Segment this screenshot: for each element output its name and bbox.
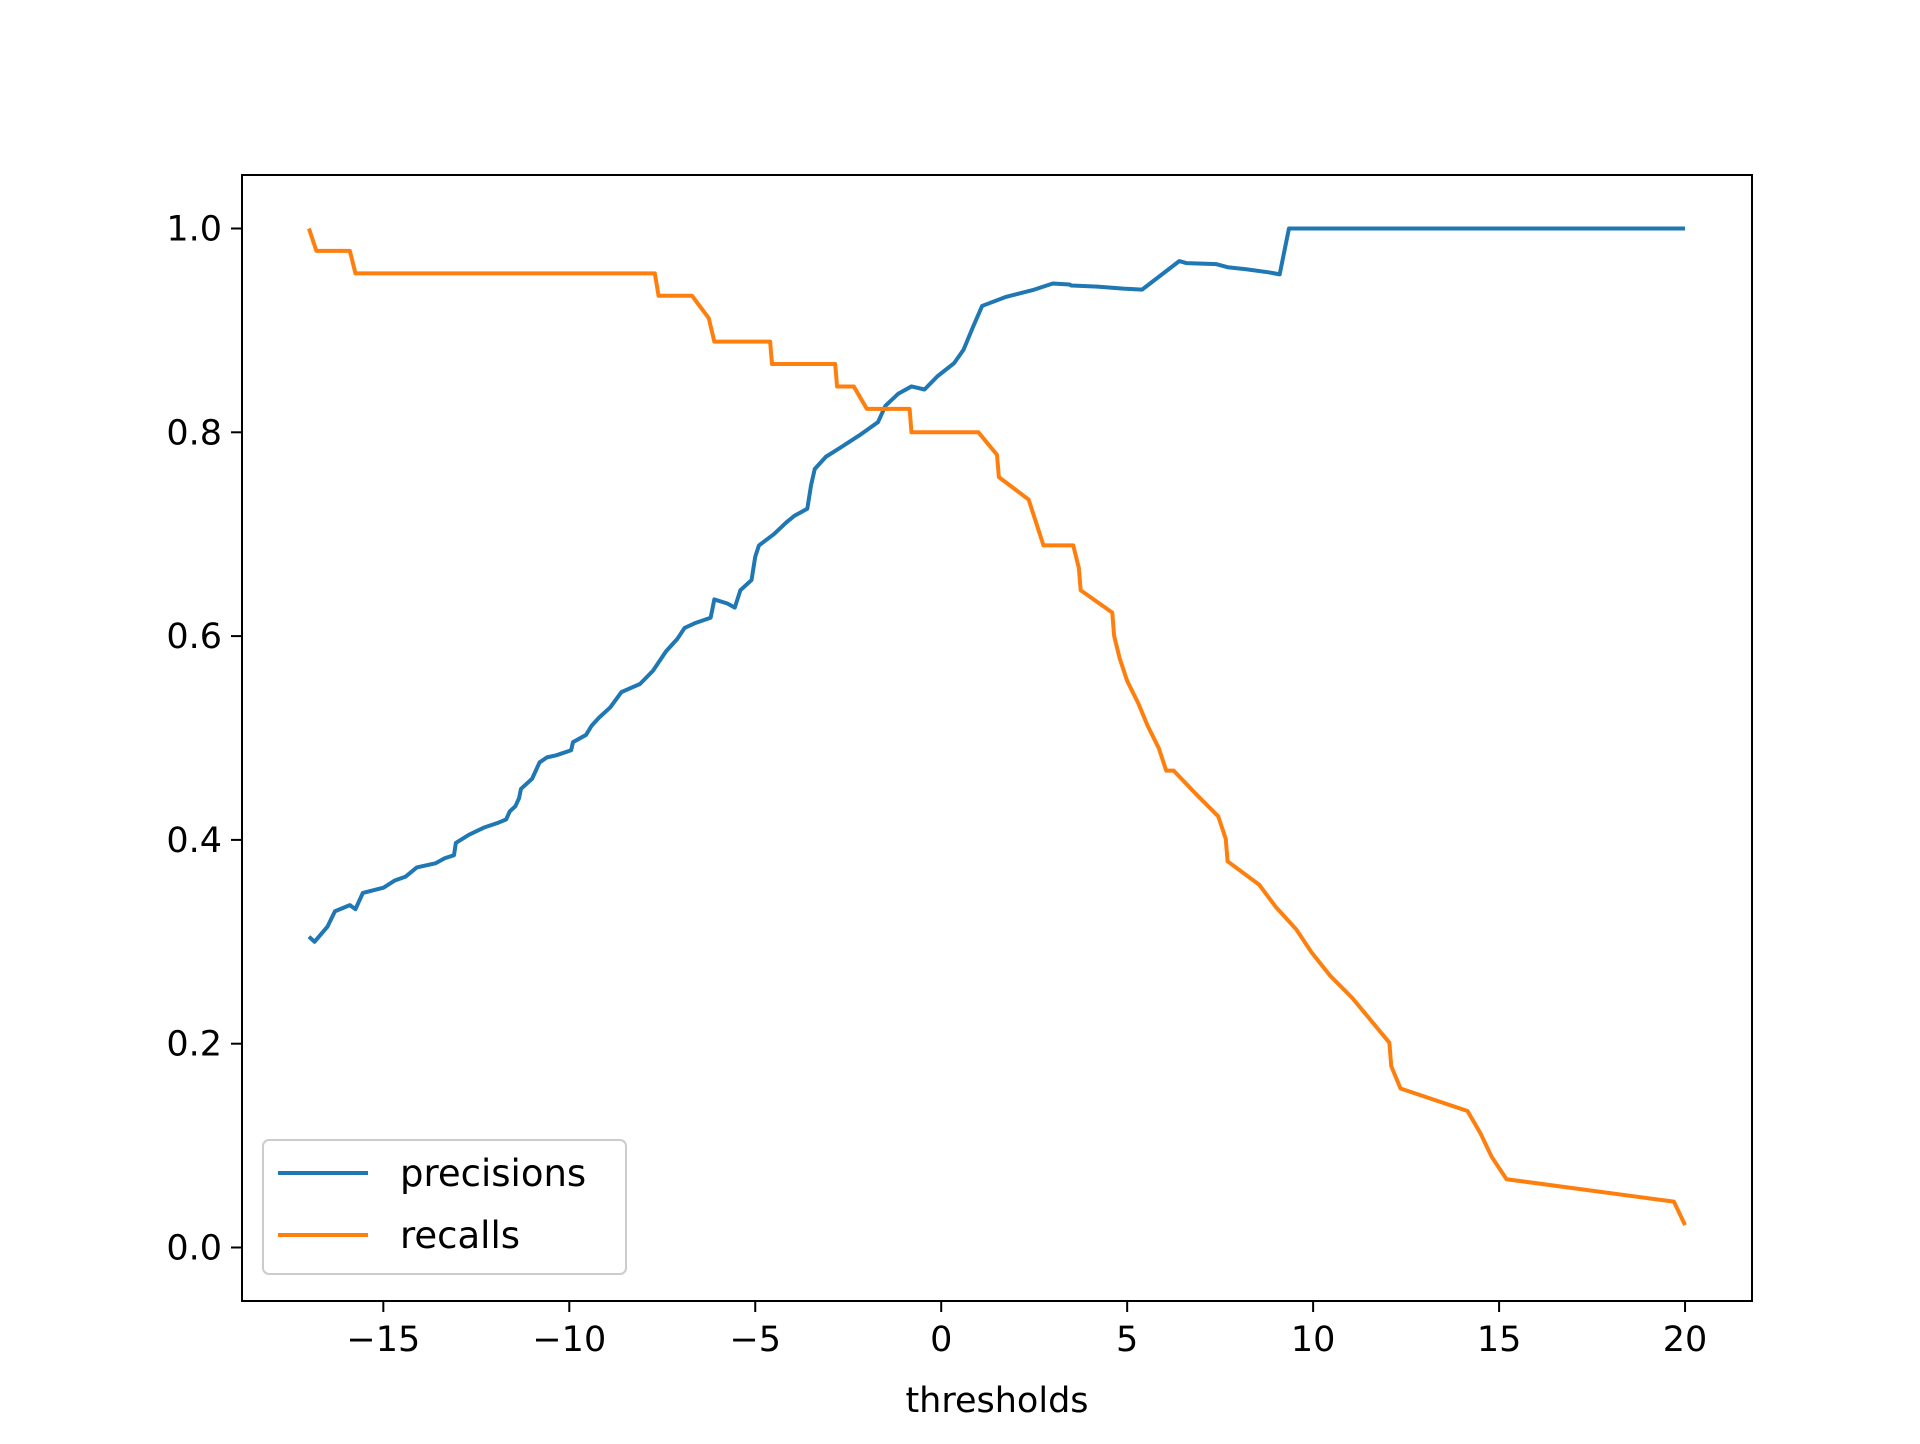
x-tick-label: −10 <box>532 1320 606 1360</box>
x-tick-label: 5 <box>1116 1320 1138 1360</box>
y-tick-label: 0.0 <box>166 1229 222 1269</box>
legend-label-precisions: precisions <box>400 1152 586 1195</box>
x-tick-label: 0 <box>930 1320 952 1360</box>
series-line-precisions <box>307 226 1686 944</box>
y-axis-ticks: 0.0 0.2 0.4 0.6 0.8 1.0 <box>166 209 242 1269</box>
series-layer <box>307 226 1687 1226</box>
series-line-recalls <box>307 227 1687 1226</box>
y-tick-label: 0.4 <box>166 821 222 861</box>
plot-frame <box>241 174 1753 1302</box>
legend-label-recalls: recalls <box>400 1214 520 1257</box>
x-tick-label: −5 <box>729 1320 781 1360</box>
x-axis-label: thresholds <box>905 1381 1088 1421</box>
x-tick-label: −15 <box>346 1320 420 1360</box>
x-tick-label: 10 <box>1291 1320 1336 1360</box>
x-axis-ticks: −15 −10 −5 0 5 10 15 20 <box>346 1301 1707 1360</box>
x-tick-label: 15 <box>1477 1320 1522 1360</box>
legend: precisions recalls <box>262 1139 627 1275</box>
y-tick-label: 1.0 <box>166 209 222 249</box>
y-tick-label: 0.2 <box>166 1025 222 1065</box>
y-tick-label: 0.6 <box>166 617 222 657</box>
x-tick-label: 20 <box>1663 1320 1708 1360</box>
y-tick-label: 0.8 <box>166 413 222 453</box>
